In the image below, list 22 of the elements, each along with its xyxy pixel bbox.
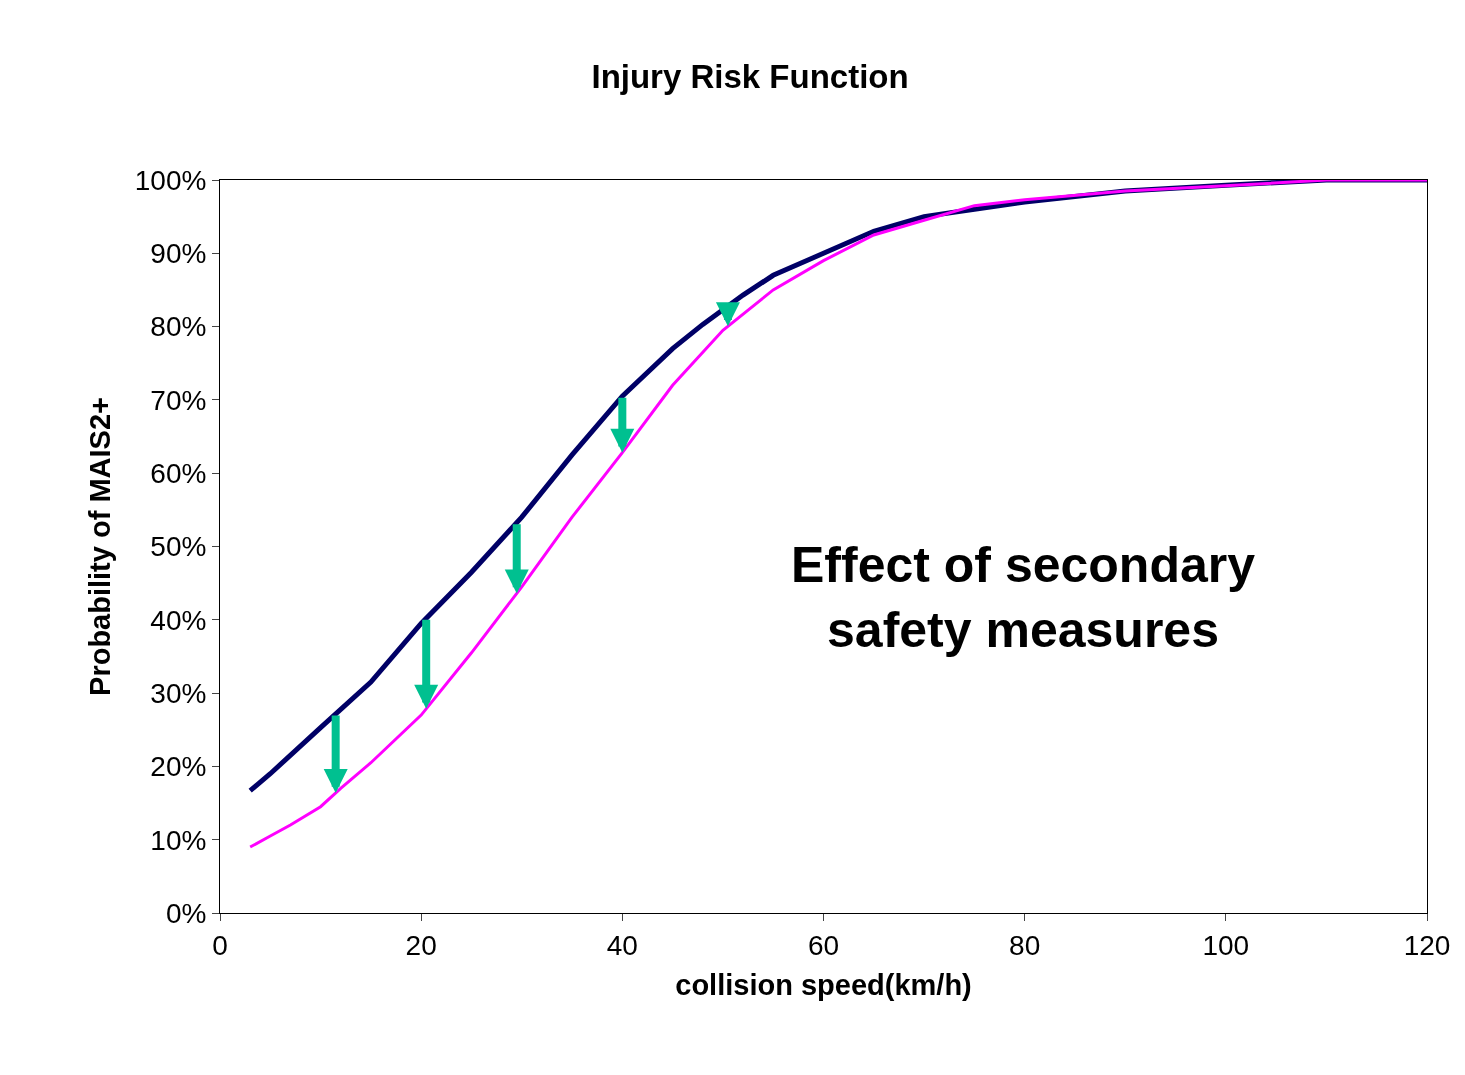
y-tick-label: 40% xyxy=(150,604,207,636)
y-tick-label: 100% xyxy=(134,164,207,196)
y-tick-label: 70% xyxy=(150,384,207,416)
x-tick-label: 20 xyxy=(405,929,437,961)
x-axis-title: collision speed(km/h) xyxy=(675,969,972,1002)
y-tick-label: 20% xyxy=(150,751,207,783)
y-tick-label: 30% xyxy=(150,677,207,709)
y-tick-label: 0% xyxy=(165,897,207,929)
annotation: Effect of secondary safety measures xyxy=(791,537,1256,658)
x-tick-label: 120 xyxy=(1403,929,1451,961)
y-tick-label: 80% xyxy=(150,311,207,343)
y-axis-title: Probability of MAIS2+ xyxy=(84,397,117,696)
chart-title: Injury Risk Function xyxy=(591,57,909,95)
y-tick-label: 90% xyxy=(150,238,207,270)
x-tick-label: 100 xyxy=(1202,929,1250,961)
x-tick-label: 60 xyxy=(807,929,840,961)
y-tick-label: 60% xyxy=(150,458,207,489)
y-tick-label: 50% xyxy=(150,531,207,563)
x-tick-label: 0 xyxy=(212,929,228,961)
x-tick-label: 80 xyxy=(1009,929,1041,961)
x-tick-label: 40 xyxy=(606,929,638,961)
y-tick-label: 10% xyxy=(150,824,207,856)
